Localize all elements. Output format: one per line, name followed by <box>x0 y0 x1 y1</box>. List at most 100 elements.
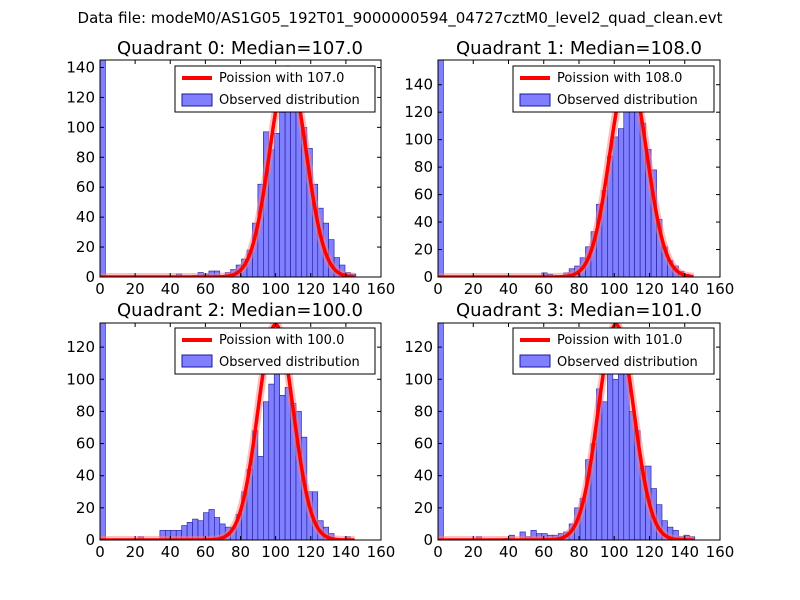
poisson-curve <box>438 69 695 277</box>
y-tick-label: 20 <box>414 241 433 259</box>
legend: Poission with 108.0 Observed distributio… <box>512 65 715 113</box>
x-tick-label: 120 <box>296 543 325 561</box>
y-tick-label: 100 <box>66 118 95 136</box>
x-tick-label: 120 <box>635 280 664 298</box>
curve-group <box>438 66 697 277</box>
y-tick-label: 40 <box>76 208 95 226</box>
x-tick-label: 20 <box>126 280 145 298</box>
poisson-curve <box>100 323 356 540</box>
x-tick-label: 60 <box>534 280 553 298</box>
histogram-bar <box>612 378 619 540</box>
poisson-curve <box>100 67 356 277</box>
x-tick-label: 40 <box>499 543 518 561</box>
x-tick-label: 20 <box>464 543 483 561</box>
y-tick-label: 80 <box>76 148 95 166</box>
legend-label-poisson: Poission with 108.0 <box>557 71 682 86</box>
histogram-bar <box>438 60 444 277</box>
x-tick-label: 140 <box>670 280 699 298</box>
y-tick-label: 20 <box>76 499 95 517</box>
histogram-bar <box>208 509 215 540</box>
y-tick-label: 40 <box>76 467 95 485</box>
histogram-bar <box>268 383 275 540</box>
histogram-bar <box>279 395 286 540</box>
x-tick-label: 0 <box>433 280 443 298</box>
y-tick-label: 120 <box>404 338 433 356</box>
x-tick-label: 20 <box>464 280 483 298</box>
y-tick-label: 80 <box>414 402 433 420</box>
x-tick-label: 60 <box>196 543 215 561</box>
legend: Poission with 100.0 Observed distributio… <box>174 327 376 375</box>
histogram-bar <box>612 136 619 277</box>
x-tick-label: 0 <box>433 543 443 561</box>
plot-area: 0 20 40 60 80 100 120 140 160 0 20 40 60 80 100 120 140 <box>404 59 735 298</box>
y-tick-label: 140 <box>66 58 95 76</box>
histogram-bar <box>284 94 291 277</box>
chart-title: Quadrant 2: Median=100.0 <box>117 300 363 321</box>
curve-group <box>100 64 358 277</box>
x-tick-label: 0 <box>95 543 105 561</box>
y-tick-label: 80 <box>76 402 95 420</box>
curve-group <box>438 323 697 540</box>
y-tick-label: 120 <box>66 338 95 356</box>
x-tick-label: 40 <box>161 543 180 561</box>
quadrant-3-chart: Quadrant 3: Median=101.0 0 20 40 60 80 100 120… <box>404 300 734 561</box>
x-tick-label: 80 <box>569 280 588 298</box>
x-tick-label: 0 <box>95 280 105 298</box>
x-tick-label: 80 <box>569 543 588 561</box>
legend-label-observed: Observed distribution <box>219 355 360 370</box>
legend-label-observed: Observed distribution <box>557 355 698 370</box>
y-tick-label: 100 <box>66 370 95 388</box>
y-tick-label: 100 <box>404 370 433 388</box>
plot-area: 0 20 40 60 80 100 120 140 160 0 20 40 60 80 100 120 <box>66 322 395 561</box>
x-tick-label: 160 <box>706 543 735 561</box>
x-tick-label: 120 <box>296 280 325 298</box>
poisson-curve <box>438 323 695 540</box>
legend-label-observed: Observed distribution <box>219 93 360 108</box>
legend: Poission with 107.0 Observed distributio… <box>174 65 376 113</box>
histogram-bar <box>634 109 641 277</box>
y-tick-label: 20 <box>414 499 433 517</box>
x-tick-label: 100 <box>600 543 629 561</box>
y-tick-label: 100 <box>404 131 433 149</box>
histogram-bar <box>617 128 625 277</box>
histogram-bar <box>623 105 630 277</box>
y-tick-label: 20 <box>76 238 95 256</box>
histogram-bar <box>273 133 280 277</box>
histogram-bar <box>601 401 608 540</box>
quadrant-0-chart: Quadrant 0: Median=107.0 0 20 40 60 80 100 120… <box>66 38 395 298</box>
y-tick-label: 140 <box>404 76 433 94</box>
legend-bar-swatch <box>181 354 213 368</box>
legend-label-observed: Observed distribution <box>557 93 698 108</box>
x-tick-label: 100 <box>600 280 629 298</box>
y-tick-label: 60 <box>414 186 433 204</box>
y-tick-label: 0 <box>423 268 433 286</box>
histogram-bar <box>519 531 526 540</box>
bars-group <box>100 323 351 540</box>
x-tick-label: 140 <box>670 543 699 561</box>
x-tick-label: 100 <box>261 280 290 298</box>
y-tick-label: 120 <box>404 103 433 121</box>
x-tick-label: 80 <box>231 280 250 298</box>
x-tick-label: 140 <box>332 543 361 561</box>
x-tick-label: 40 <box>161 280 180 298</box>
x-tick-label: 100 <box>261 543 290 561</box>
x-tick-label: 160 <box>706 280 735 298</box>
figure-suptitle: Data file: modeM0/AS1G05_192T01_90000005… <box>78 9 723 28</box>
histogram-bar <box>607 362 614 540</box>
curve-group <box>100 323 358 540</box>
chart-title: Quadrant 3: Median=101.0 <box>456 300 702 321</box>
legend-label-poisson: Poission with 101.0 <box>557 333 682 348</box>
histogram-bar <box>263 401 270 540</box>
chart-title: Quadrant 1: Median=108.0 <box>456 38 702 59</box>
x-tick-label: 20 <box>126 543 145 561</box>
histogram-bar <box>100 60 106 277</box>
histogram-bar <box>257 456 264 540</box>
y-tick-label: 0 <box>85 268 95 286</box>
legend-bar-swatch <box>519 93 551 107</box>
y-tick-label: 60 <box>76 178 95 196</box>
quadrant-2-chart: Quadrant 2: Median=100.0 0 20 40 60 80 100 120… <box>66 300 395 561</box>
legend-bar-swatch <box>519 354 551 368</box>
y-tick-label: 0 <box>423 531 433 549</box>
y-tick-label: 60 <box>414 435 433 453</box>
